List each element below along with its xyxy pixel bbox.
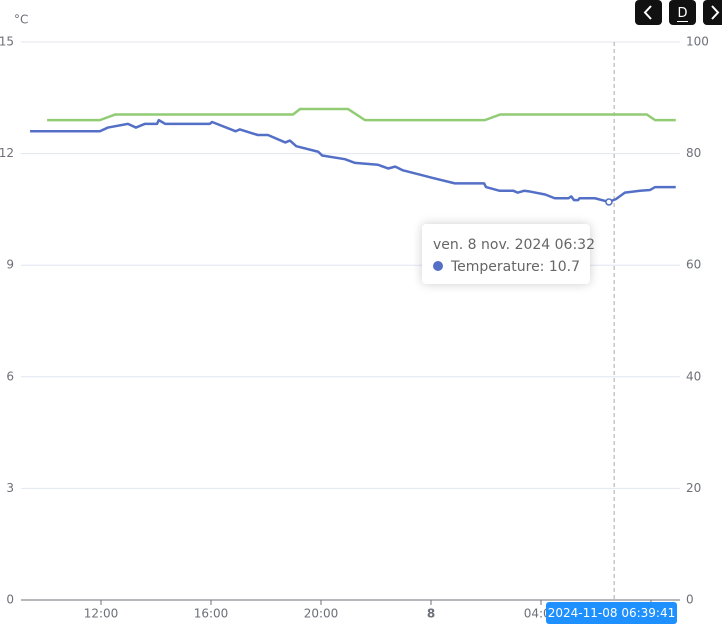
x-tick-label: 16:00 bbox=[194, 607, 229, 621]
y-tick-label: 12 bbox=[0, 146, 14, 160]
tooltip: ven. 8 nov. 2024 06:32 Temperature: 10.7 bbox=[422, 224, 595, 284]
y2-tick-label: 0 bbox=[686, 593, 694, 607]
next-icon bbox=[711, 5, 720, 20]
y-tick-label: 9 bbox=[6, 258, 14, 272]
y2-tick-label: 100 bbox=[686, 35, 709, 49]
x-tick-label: 20:00 bbox=[304, 607, 339, 621]
tooltip-marker bbox=[433, 261, 443, 271]
axis-pointer-label: 2024-11-08 06:39:41 bbox=[546, 602, 677, 624]
view-button[interactable]: D bbox=[669, 0, 696, 25]
series-line bbox=[30, 118, 676, 204]
highlight-point bbox=[605, 198, 613, 206]
y-tick-label: 0 bbox=[6, 593, 14, 607]
tooltip-row: Temperature: 10.7 bbox=[433, 256, 581, 278]
series-line bbox=[47, 107, 676, 122]
prev-button[interactable] bbox=[635, 0, 662, 25]
tooltip-label: Temperature: 10.7 bbox=[451, 259, 581, 275]
x-tick-label: 8 bbox=[427, 607, 435, 621]
y2-tick-label: 60 bbox=[686, 258, 701, 272]
y-tick-label: 3 bbox=[6, 481, 14, 495]
prev-icon bbox=[643, 5, 652, 20]
y-tick-label: 15 bbox=[0, 35, 14, 49]
next-button[interactable] bbox=[703, 0, 722, 25]
y2-tick-label: 40 bbox=[686, 369, 701, 383]
y-axis-name: °C bbox=[14, 13, 28, 27]
tooltip-title: ven. 8 nov. 2024 06:32 bbox=[433, 237, 595, 253]
x-tick-label: 12:00 bbox=[84, 607, 119, 621]
y2-tick-label: 80 bbox=[686, 146, 701, 160]
y-tick-label: 6 bbox=[6, 369, 14, 383]
view-label: D bbox=[677, 6, 688, 22]
y2-tick-label: 20 bbox=[686, 481, 701, 495]
